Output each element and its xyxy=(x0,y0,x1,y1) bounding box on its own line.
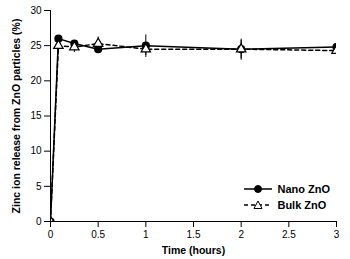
svg-text:1.5: 1.5 xyxy=(187,229,201,240)
svg-text:5: 5 xyxy=(36,181,42,192)
svg-text:Time (hours): Time (hours) xyxy=(162,244,225,256)
html-text:Bulk ZnO: Bulk ZnO xyxy=(277,199,327,211)
svg-text:30: 30 xyxy=(30,5,42,16)
svg-text:0.5: 0.5 xyxy=(91,229,105,240)
svg-text:25: 25 xyxy=(30,40,42,51)
svg-text:2.5: 2.5 xyxy=(282,229,296,240)
svg-text:20: 20 xyxy=(30,75,42,86)
svg-text:1: 1 xyxy=(143,229,149,240)
svg-text:10: 10 xyxy=(30,145,42,156)
svg-text:0: 0 xyxy=(48,229,54,240)
svg-text:Zinc ion release from ZnO part: Zinc ion release from ZnO particles (%) xyxy=(10,19,22,214)
svg-text:0: 0 xyxy=(36,216,42,227)
html-text:Nano ZnO: Nano ZnO xyxy=(277,183,330,195)
svg-text:15: 15 xyxy=(30,110,42,121)
svg-text:2: 2 xyxy=(238,229,244,240)
svg-text:3: 3 xyxy=(334,229,340,240)
